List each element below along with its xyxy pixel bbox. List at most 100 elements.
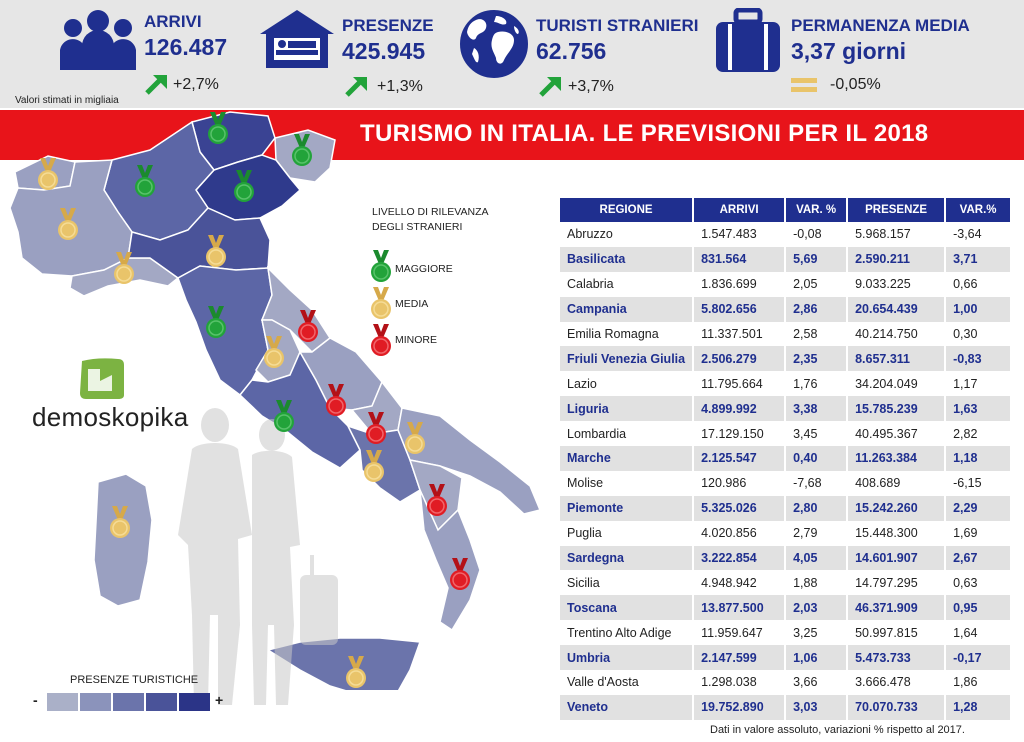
cell-regione: Valle d'Aosta (560, 670, 695, 695)
table-row: Abruzzo 1.547.483 -0,08 5.968.157 -3,64 (560, 222, 1013, 247)
kpi-label: ARRIVI (144, 12, 202, 31)
cell-var-presenze: 0,63 (945, 570, 1013, 596)
cell-var-presenze: 1,17 (945, 371, 1013, 397)
medal-abruzzo (325, 383, 347, 417)
table-row: Marche 2.125.547 0,40 11.263.384 1,18 (560, 446, 1013, 471)
kpi-label: PERMANENZA MEDIA (791, 16, 970, 35)
table-row: Piemonte 5.325.026 2,80 15.242.260 2,29 (560, 495, 1013, 521)
cell-arrivi: 4.948.942 (693, 570, 787, 596)
cell-var-arrivi: 1,06 (785, 645, 849, 671)
table-row: Lazio 11.795.664 1,76 34.204.049 1,17 (560, 371, 1013, 397)
kpi-value: 3,37 giorni (791, 38, 907, 64)
kpi-change: +2,7% (173, 76, 219, 93)
cell-arrivi: 11.337.501 (693, 321, 787, 347)
cell-regione: Lombardia (560, 421, 695, 447)
table-body: Abruzzo 1.547.483 -0,08 5.968.157 -3,64 Basil… (560, 222, 1013, 720)
cell-arrivi: 1.298.038 (693, 670, 787, 695)
kpi-turisti-stranieri: TURISTI STRANIERI 62.756 +3,7% (458, 8, 698, 98)
cell-var-arrivi: 2,03 (785, 595, 849, 621)
cell-presenze: 14.601.907 (847, 545, 947, 571)
medal-basilicata (426, 483, 448, 517)
cell-var-arrivi: 2,05 (785, 271, 849, 297)
cell-arrivi: 5.325.026 (693, 495, 787, 521)
cell-var-arrivi: 2,86 (785, 296, 849, 322)
kpi-change: +1,3% (377, 78, 423, 95)
kpi-value: 425.945 (342, 38, 426, 64)
table-row: Lombardia 17.129.150 3,45 40.495.367 2,82 (560, 421, 1013, 447)
cell-arrivi: 1.836.699 (693, 271, 787, 297)
col-header-regione: REGIONE (560, 198, 695, 222)
cell-regione: Lazio (560, 371, 695, 397)
medal-liguria (113, 251, 135, 285)
medal-legend-title: LIVELLO DI RILEVANZA DEGLI STRANIERI (372, 205, 489, 235)
scale-minus: - (33, 692, 38, 708)
kpi-change: -0,05% (830, 76, 881, 93)
cell-arrivi: 11.959.647 (693, 620, 787, 646)
medal-toscana (205, 305, 227, 339)
kpi-label: TURISTI STRANIERI (536, 16, 699, 35)
medal-campania (363, 449, 385, 483)
region-lazio (238, 350, 361, 469)
logo-text: demoskopika (32, 402, 189, 432)
cell-var-presenze: 0,66 (945, 271, 1013, 297)
cell-arrivi: 120.986 (693, 470, 787, 496)
cell-arrivi: 2.147.599 (693, 645, 787, 671)
cell-var-arrivi: 3,25 (785, 620, 849, 646)
cell-presenze: 20.654.439 (847, 296, 947, 322)
cell-var-arrivi: 3,45 (785, 421, 849, 447)
cell-arrivi: 11.795.664 (693, 371, 787, 397)
kpi-value: 62.756 (536, 38, 607, 64)
cell-regione: Marche (560, 446, 695, 471)
cell-var-presenze: 2,29 (945, 495, 1013, 521)
table-row: Emilia Romagna 11.337.501 2,58 40.214.750 0,… (560, 321, 1013, 347)
kpi-presenze: PRESENZE 425.945 +1,3% (258, 8, 448, 98)
kpi-label: PRESENZE (342, 16, 434, 35)
cell-var-presenze: -3,64 (945, 222, 1013, 247)
cell-presenze: 14.797.295 (847, 570, 947, 596)
kpi-change: +3,7% (568, 78, 614, 95)
legend-label-maggiore: MAGGIORE (395, 263, 453, 275)
medal-piemonte (57, 207, 79, 241)
cell-presenze: 408.689 (847, 470, 947, 496)
trend-up-icon (345, 77, 367, 97)
cell-var-arrivi: 5,69 (785, 246, 849, 272)
medal-friuli (291, 133, 313, 167)
cell-var-arrivi: 2,35 (785, 346, 849, 372)
legend-title-line1: LIVELLO DI RILEVANZA (372, 206, 489, 218)
cell-presenze: 40.214.750 (847, 321, 947, 347)
cell-regione: Toscana (560, 595, 695, 621)
cell-presenze: 15.242.260 (847, 495, 947, 521)
cell-regione: Umbria (560, 645, 695, 671)
table-row: Friuli Venezia Giulia 2.506.279 2,35 8.657.… (560, 346, 1013, 372)
cell-regione: Puglia (560, 520, 695, 546)
cell-regione: Sicilia (560, 570, 695, 596)
scale-title: PRESENZE TURISTICHE (70, 674, 199, 686)
cell-var-presenze: 2,82 (945, 421, 1013, 447)
scale-swatch-4 (146, 693, 177, 711)
footnote: Dati in valore assoluto, variazioni % ri… (710, 724, 965, 736)
trend-up-icon (539, 77, 561, 97)
cell-regione: Abruzzo (560, 222, 695, 247)
medal-calabria (449, 557, 471, 591)
hotel-bed-icon (260, 10, 334, 68)
cell-presenze: 50.997.815 (847, 620, 947, 646)
medal-marche (297, 309, 319, 343)
cell-var-presenze: 2,67 (945, 545, 1013, 571)
table-row: Trentino Alto Adige 11.959.647 3,25 50.997.… (560, 620, 1013, 646)
table-row: Umbria 2.147.599 1,06 5.473.733 -0,17 (560, 645, 1013, 671)
scale-swatch-5 (179, 693, 210, 711)
col-header-var-presenze: VAR.% (945, 198, 1013, 222)
cell-arrivi: 5.802.656 (693, 296, 787, 322)
cell-regione: Friuli Venezia Giulia (560, 346, 695, 372)
trend-up-icon (145, 75, 167, 95)
cell-presenze: 5.473.733 (847, 645, 947, 671)
cell-arrivi: 4.020.856 (693, 520, 787, 546)
medal-aosta (37, 157, 59, 191)
tourism-table: REGIONE ARRIVI VAR. % PRESENZE VAR.% Abr… (560, 198, 1013, 720)
scale-swatch-2 (80, 693, 111, 711)
region-calabria (419, 489, 481, 632)
cell-arrivi: 13.877.500 (693, 595, 787, 621)
scale-swatch-1 (47, 693, 78, 711)
cell-var-presenze: 1,28 (945, 694, 1013, 720)
table-row: Sardegna 3.222.854 4,05 14.601.907 2,67 (560, 545, 1013, 571)
